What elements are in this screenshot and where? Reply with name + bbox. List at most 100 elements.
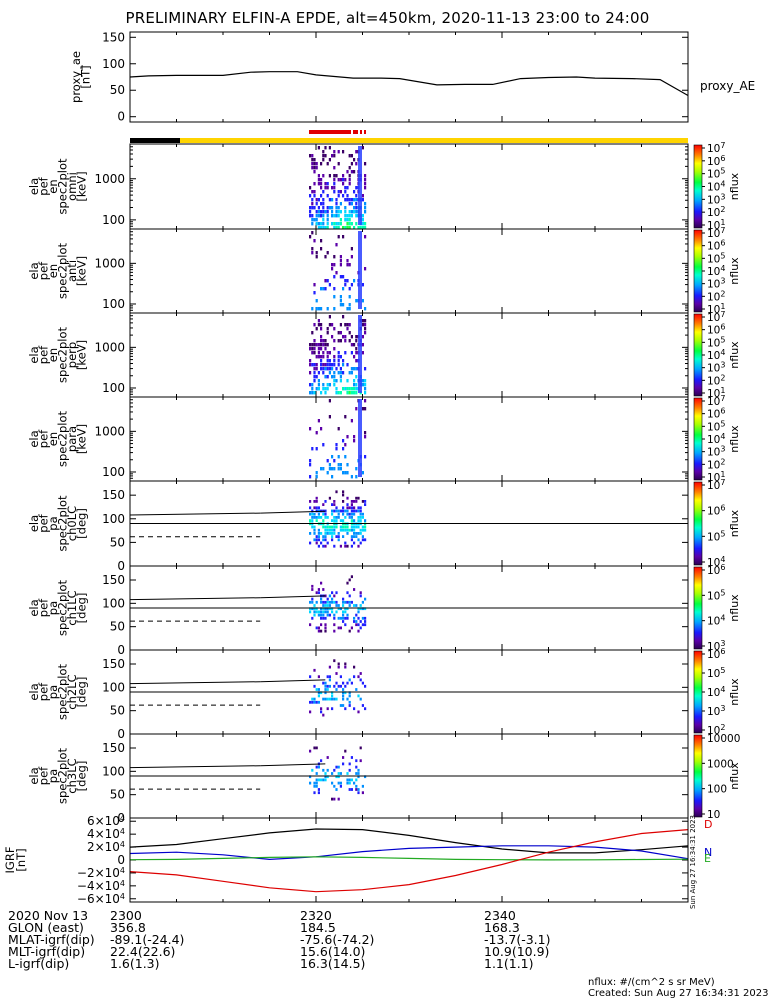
pitch-angle-cell (315, 746, 318, 750)
pitch-angle-cell (317, 512, 320, 516)
spectrogram-cell (320, 210, 323, 214)
spectrogram-cell (311, 154, 314, 158)
pitch-angle-cell (328, 532, 331, 535)
colorbar-tick-label: 106 (707, 563, 725, 577)
pitch-angle-cell (344, 610, 347, 614)
spectrogram-cell (320, 323, 323, 327)
pitch-angle-cell (326, 756, 329, 759)
spectrogram-cell (309, 154, 312, 158)
spectrogram-cell (320, 307, 323, 311)
spectrogram-cell (348, 178, 351, 182)
spectrogram-cell (317, 214, 320, 218)
panel-pa-ch1-colorbar (693, 566, 703, 650)
pitch-angle-cell (337, 532, 340, 535)
spectrogram-cell (311, 387, 314, 391)
pitch-angle-cell (326, 600, 329, 604)
spectrogram-cell (355, 475, 358, 479)
spectrogram-cell (333, 295, 336, 299)
spectrogram-cell (339, 178, 342, 182)
pitch-angle-cell (346, 509, 349, 513)
y-tick-label: 0 (117, 727, 125, 741)
spectrogram-cell (322, 383, 325, 387)
colorbar-tick-label: 106 (707, 647, 725, 661)
spectrogram-cell (322, 287, 325, 291)
spectrogram-cell (333, 383, 336, 387)
pitch-angle-cell (339, 607, 342, 611)
colorbar-tick-label: 104 (707, 685, 725, 699)
spectrogram-cell (331, 210, 334, 214)
pitch-angle-cell (346, 616, 349, 620)
spectrogram-cell (326, 343, 329, 347)
pitch-angle-cell (361, 623, 364, 627)
pitch-angle-cell (317, 528, 320, 532)
spectrogram-cell (339, 323, 342, 327)
spectrogram-cell (333, 174, 336, 178)
spectrogram-cell (359, 226, 362, 230)
spectrogram-cell (355, 347, 358, 351)
spectrogram-cell (322, 355, 325, 359)
spectrogram-cell (348, 226, 351, 230)
pitch-angle-cell (328, 684, 331, 688)
spectrogram-cell (355, 407, 358, 411)
spectrogram-cell (355, 202, 358, 206)
spectrogram-cell (331, 206, 334, 210)
spectrogram-cell (364, 182, 367, 186)
ephemeris-row-label: L-igrf(dip) (8, 956, 70, 971)
pitch-angle-cell (337, 512, 340, 516)
y-axis-label: pef (37, 261, 51, 280)
pitch-angle-cell (350, 788, 353, 791)
spectrogram-cell (309, 210, 312, 214)
spectrogram-cell (348, 182, 351, 186)
spectrogram-cell (328, 399, 331, 403)
pitch-angle-cell (309, 623, 312, 627)
y-axis-label: en (46, 179, 60, 193)
spectrogram-cell (320, 247, 323, 251)
spectrogram-cell (364, 383, 367, 387)
spectrogram-cell (346, 263, 349, 267)
spectrogram-cell (337, 351, 340, 355)
spectrogram-cell (313, 363, 316, 367)
pitch-angle-cell (324, 629, 327, 633)
pitch-angle-cell (331, 697, 334, 701)
pitch-angle-cell (346, 778, 349, 782)
spectrogram-cell (309, 359, 312, 363)
spectrogram-cell (315, 307, 318, 311)
spectrogram-cell (348, 198, 351, 202)
pitch-angle-cell (364, 775, 367, 779)
spectrogram-cell (315, 447, 318, 451)
spectrogram-cell (342, 439, 345, 443)
pitch-angle-cell (313, 610, 316, 614)
pitch-angle-cell (348, 528, 351, 532)
pitch-angle-cell (350, 778, 353, 782)
pitch-angle-cell (328, 607, 331, 611)
pitch-angle-cell (344, 544, 347, 548)
spectrogram-cell (315, 222, 318, 226)
pitch-angle-cell (337, 626, 340, 630)
spectrogram-cell (322, 363, 325, 367)
ephemeris-value: 22.4(22.6) (110, 944, 176, 959)
spectrogram-cell (337, 339, 340, 343)
spectrogram-cell (348, 295, 351, 299)
pitch-angle-cell (315, 506, 318, 510)
pitch-angle-cell (344, 600, 347, 604)
spectrogram-cell (324, 182, 327, 186)
pitch-angle-cell (326, 684, 329, 688)
spectrogram-cell (364, 186, 367, 190)
spectrogram-cell (348, 154, 351, 158)
pitch-angle-cell (348, 578, 351, 582)
spectrogram-cell (353, 210, 356, 214)
spectrogram-cell (346, 391, 349, 395)
spectrogram-cell (339, 255, 342, 259)
pitch-angle-cell (324, 500, 327, 503)
pitch-angle-cell (317, 591, 320, 595)
spectrogram-cell (326, 182, 329, 186)
pitch-angle-cell (335, 610, 338, 614)
spectrogram-cell (364, 162, 367, 166)
spectrogram-cell (331, 455, 334, 459)
spectrogram-cell (313, 323, 316, 327)
spectrogram-cell (331, 222, 334, 226)
pitch-angle-cell (346, 544, 349, 548)
spectrogram-cell (320, 367, 323, 371)
pitch-angle-cell (331, 509, 334, 513)
pitch-angle-cell (324, 691, 327, 695)
